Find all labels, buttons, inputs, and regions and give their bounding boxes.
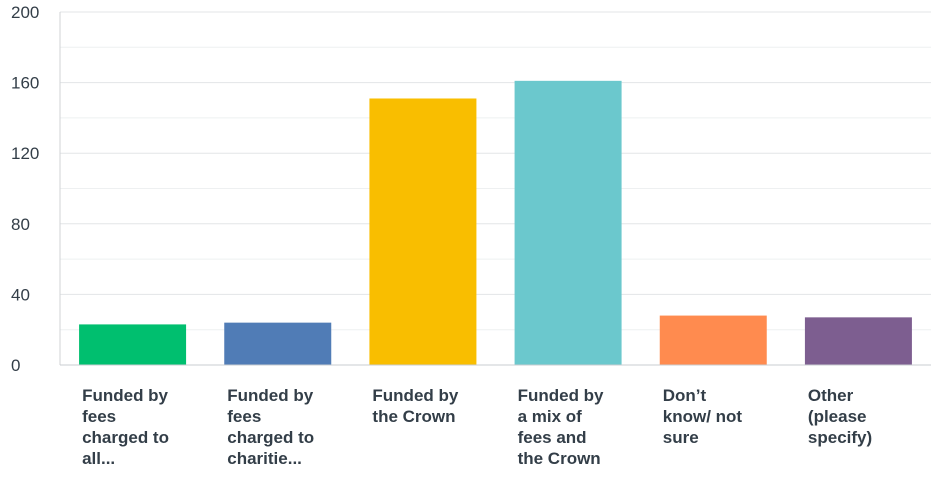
x-category-label-line: Funded by xyxy=(227,386,314,405)
x-category-label-line: Don’t xyxy=(662,386,707,405)
y-tick-label: 160 xyxy=(11,74,39,93)
x-category-label-line: all... xyxy=(82,449,116,468)
x-category-label-line: Funded by xyxy=(517,386,604,405)
x-category-label-line: Other xyxy=(807,386,854,405)
x-category-label: Funded by a mix of fees and the Crown xyxy=(518,385,628,469)
x-category-label-line: Funded by xyxy=(372,386,459,405)
x-category-label-line: charged to xyxy=(82,428,169,447)
bar xyxy=(514,80,622,366)
x-category-label-line: the Crown xyxy=(517,449,601,468)
x-category-label-line: the Crown xyxy=(372,407,456,426)
x-category-label-line: sure xyxy=(662,428,699,447)
x-category-label-line: a mix of xyxy=(517,407,582,426)
x-category-label-line: fees xyxy=(227,407,262,426)
y-tick-label: 40 xyxy=(11,285,30,304)
bar xyxy=(369,98,477,366)
x-category-label-line: (please xyxy=(807,407,867,426)
bar xyxy=(79,324,187,365)
x-category-label-line: specify) xyxy=(807,428,873,447)
y-tick-label: 120 xyxy=(11,144,39,163)
bar xyxy=(804,317,912,365)
x-category-label: Don’t know/ not sure xyxy=(663,385,773,448)
x-category-label-line: fees xyxy=(82,407,117,426)
y-tick-label: 80 xyxy=(11,215,30,234)
y-tick-label: 0 xyxy=(11,356,20,375)
x-category-label: Funded by fees charged to all... xyxy=(82,385,192,469)
x-category-label: Funded by fees charged to charitie... xyxy=(227,385,337,469)
bar xyxy=(659,315,767,365)
x-category-label-line: charitie... xyxy=(227,449,302,468)
x-category-label-line: Funded by xyxy=(82,386,169,405)
x-category-label-line: charged to xyxy=(227,428,315,447)
bar xyxy=(224,322,332,365)
x-category-label: Funded by the Crown xyxy=(372,385,482,427)
y-tick-label: 200 xyxy=(11,3,39,22)
x-category-label: Other (please specify) xyxy=(808,385,918,448)
x-category-label-line: know/ not xyxy=(662,407,743,426)
x-category-label-line: fees and xyxy=(517,428,587,447)
